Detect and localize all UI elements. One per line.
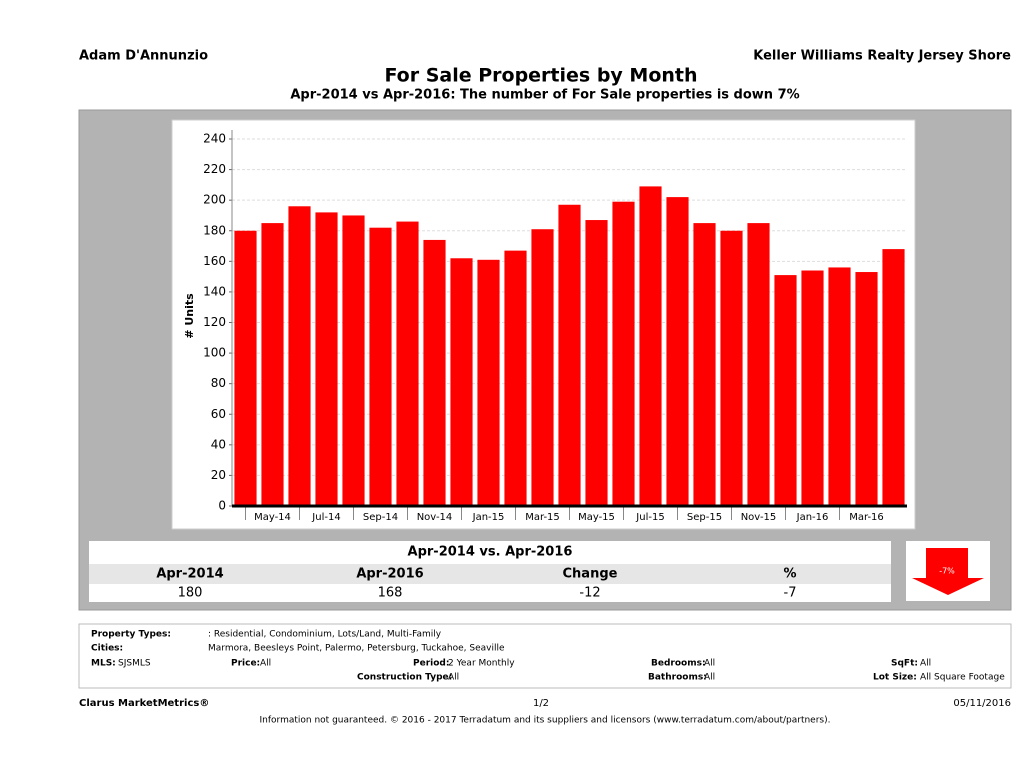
y-tick-label: 180 [203,223,226,237]
bar [504,250,527,506]
summary-header-band [89,564,891,584]
y-tick-label: 40 [211,437,226,451]
x-tick-label: Jan-15 [472,512,505,523]
summary-value: -7 [784,586,797,601]
bar [288,206,311,507]
detail-value: : Residential, Condominium, Lots/Land, M… [208,630,442,640]
x-tick-label: May-14 [254,512,291,523]
bar [666,197,689,506]
badge-label: -7% [939,567,955,576]
report-date: 05/11/2016 [953,698,1011,709]
bar [396,221,419,506]
x-tick-label: May-15 [578,512,615,523]
details-box [78,623,1012,689]
detail-value: All [704,673,715,683]
summary-header: Change [563,567,618,582]
plot: 0 20 40 60 80 100 120 140 160 180 200 220 240 May-14 J… [203,130,907,523]
footer-brand: Clarus MarketMetrics® [79,698,209,709]
summary-value: 180 [178,586,203,601]
y-tick-label: 240 [203,132,226,146]
detail-label: SqFt: [891,659,918,669]
bar [315,212,338,506]
summary-header: Apr-2014 [156,567,223,582]
x-tick-label: Sep-14 [363,512,398,523]
bar [828,267,851,506]
detail-label: Lot Size: [873,673,917,683]
detail-value: 2 Year Monthly [448,659,515,669]
y-tick-label: 20 [211,468,226,482]
chart-subtitle: Apr-2014 vs Apr-2016: The number of For … [290,88,799,103]
bar [477,259,500,506]
detail-label: Construction Type: [357,673,452,683]
y-tick-label: 120 [203,315,226,329]
y-tick-label: 160 [203,254,226,268]
x-tick-label: Mar-16 [849,512,884,523]
detail-value: Marmora, Beesleys Point, Palermo, Peters… [208,644,505,654]
bar [369,227,392,507]
detail-label: Cities: [91,644,123,654]
bar [693,223,716,506]
disclaimer: Information not guaranteed. © 2016 - 201… [260,716,831,726]
detail-value: All [920,659,931,669]
summary-header: % [783,567,796,582]
bar [612,201,635,506]
detail-value: SJSMLS [118,659,151,669]
summary-header: Apr-2016 [356,567,423,582]
detail-value: All Square Footage [920,673,1005,683]
x-tick-label: Jan-16 [796,512,829,523]
bar [882,249,905,506]
x-tick-label: Jul-15 [635,512,664,523]
x-tick-label: Sep-15 [687,512,722,523]
page-number: 1/2 [533,698,549,709]
bar [747,223,770,506]
bar [342,215,365,507]
bar [531,229,554,507]
summary-value: 168 [378,586,403,601]
detail-label: Bathrooms: [648,673,707,683]
y-tick-label: 100 [203,346,226,360]
agent-name: Adam D'Annunzio [79,49,208,64]
y-tick-label: 140 [203,284,226,298]
detail-label: Price: [231,659,260,669]
detail-value: All [260,659,271,669]
company-name: Keller Williams Realty Jersey Shore [753,49,1011,64]
x-tick-label: Mar-15 [525,512,560,523]
bar [801,270,824,506]
y-tick-label: 200 [203,193,226,207]
y-tick-label: 0 [218,499,226,513]
down-arrow [912,548,984,595]
bar [234,230,257,506]
x-tick-label: Nov-15 [741,512,777,523]
bar [720,230,743,506]
bar [774,275,797,506]
summary-value: -12 [579,586,600,601]
bar [450,258,473,506]
bar [261,223,284,506]
y-tick-label: 60 [211,407,226,421]
detail-label: Bedrooms: [651,659,706,669]
detail-label: Period: [413,659,449,669]
detail-label: Property Types: [91,630,171,640]
y-tick-label: 220 [203,162,226,176]
chart-title: For Sale Properties by Month [384,65,697,87]
bar [585,220,608,506]
y-tick-label: 80 [211,376,226,390]
detail-label: MLS: [91,659,116,669]
detail-value: All [704,659,715,669]
x-tick-label: Jul-14 [311,512,340,523]
y-axis-label: # Units [183,293,196,339]
detail-value: All [448,673,459,683]
x-tick-label: Nov-14 [417,512,453,523]
bar [855,272,878,506]
bar [639,186,662,506]
summary-title: Apr-2014 vs. Apr-2016 [408,545,573,560]
bar [558,204,581,507]
bar [423,239,446,507]
